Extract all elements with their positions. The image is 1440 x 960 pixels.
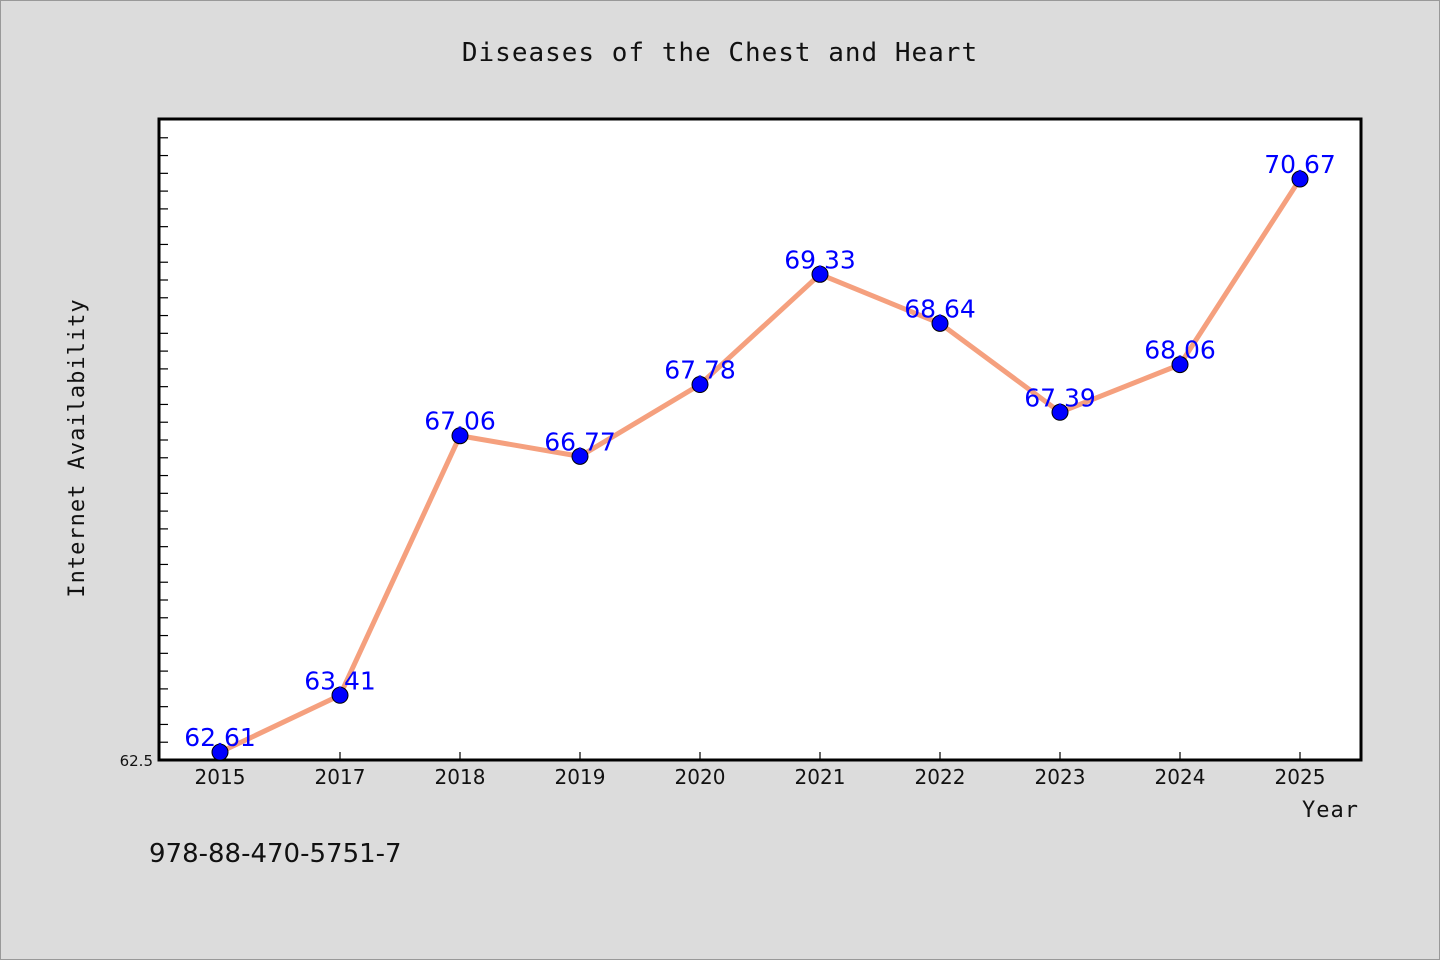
data-point <box>691 376 709 394</box>
data-labels: 62.61 63.41 67.06 66.77 67.78 69.33 68.64 67.39… <box>184 150 1336 752</box>
data-label: 66.77 <box>544 427 616 456</box>
data-markers <box>211 170 1309 761</box>
x-tick-label: 2021 <box>795 765 846 789</box>
data-point <box>1051 403 1069 421</box>
x-tick-label: 2018 <box>435 765 486 789</box>
y-axis-tick-labels: 62.5 <box>120 752 153 770</box>
x-tick-label: 2024 <box>1155 765 1206 789</box>
data-point <box>211 743 229 761</box>
data-point <box>331 686 349 704</box>
x-tick-label: 2019 <box>555 765 606 789</box>
x-axis-label: Year <box>1302 798 1359 823</box>
x-tick-label: 2020 <box>675 765 726 789</box>
data-point <box>1291 170 1309 188</box>
data-label: 68.64 <box>904 294 976 323</box>
data-label: 67.78 <box>664 356 736 385</box>
data-label: 70.67 <box>1264 150 1336 179</box>
data-point <box>451 427 469 445</box>
y-axis-label: Internet Availability <box>65 298 90 597</box>
data-label: 63.41 <box>304 666 376 695</box>
data-label: 69.33 <box>784 245 856 274</box>
series-line <box>217 176 1303 755</box>
data-label: 62.61 <box>184 723 256 752</box>
y-axis-ticks <box>160 137 168 743</box>
x-tick-label: 2022 <box>915 765 966 789</box>
data-label: 67.39 <box>1024 383 1096 412</box>
x-tick-label: 2023 <box>1035 765 1086 789</box>
data-point <box>571 447 589 465</box>
data-label: 68.06 <box>1144 336 1216 365</box>
x-tick-label: 2025 <box>1275 765 1326 789</box>
data-label: 67.06 <box>424 407 496 436</box>
data-point <box>811 265 829 283</box>
data-point <box>1171 356 1189 374</box>
plot-area <box>157 117 1363 762</box>
data-point <box>931 314 949 332</box>
x-tick-label: 2017 <box>315 765 366 789</box>
y-tick-label: 62.5 <box>120 752 153 770</box>
x-tick-label: 2015 <box>195 765 246 789</box>
x-axis-tick-labels: 2015 2017 2018 2019 2020 2021 2022 2023 2024 2025 <box>195 765 1326 789</box>
footer-isbn: 978-88-470-5751-7 <box>149 839 402 869</box>
chart-title: Diseases of the Chest and Heart <box>462 38 978 68</box>
